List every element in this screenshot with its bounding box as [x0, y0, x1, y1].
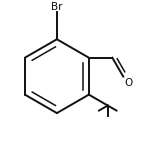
Text: Br: Br: [51, 2, 63, 12]
Text: O: O: [124, 78, 132, 88]
